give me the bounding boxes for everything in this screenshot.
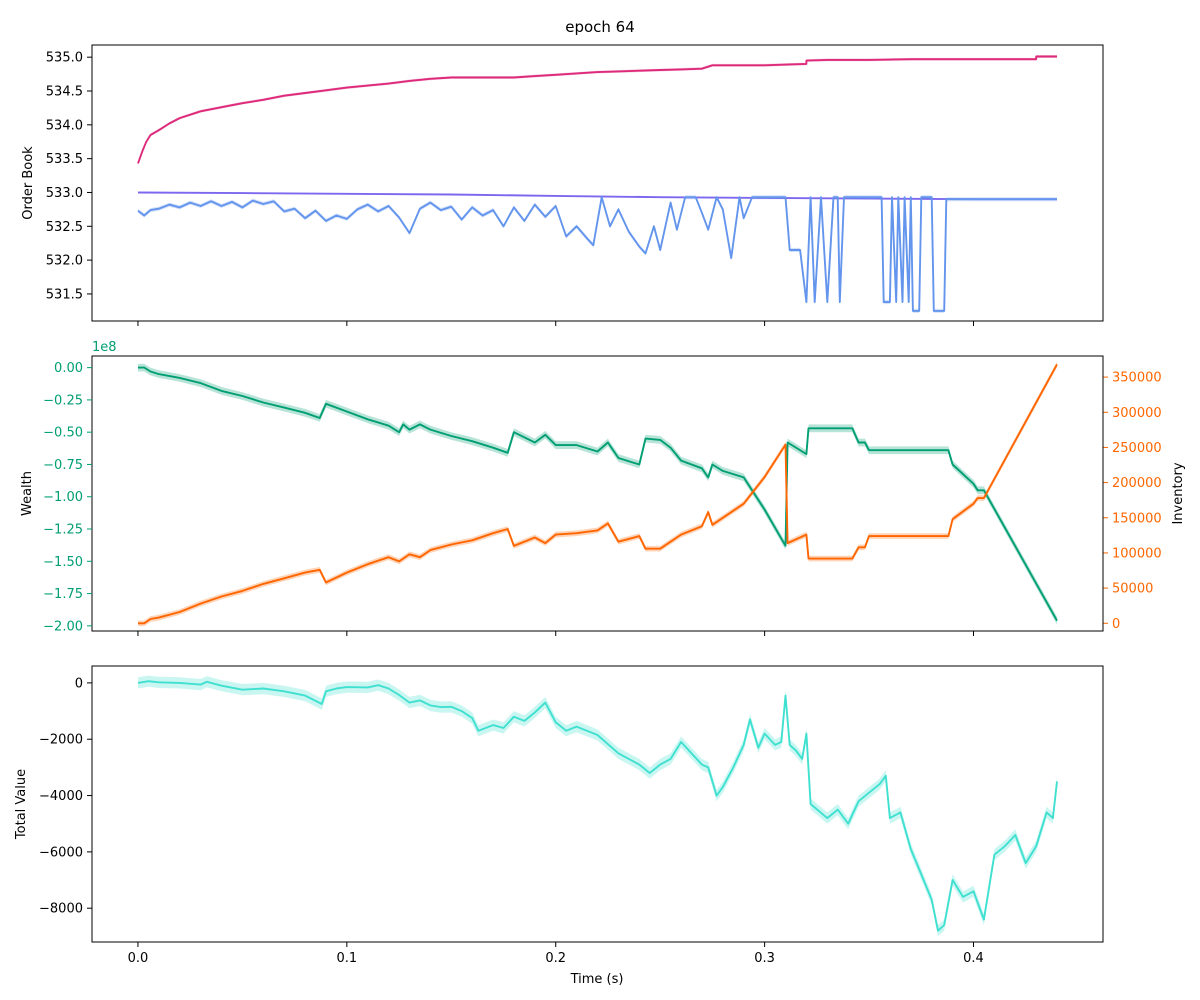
y-tick-label: −1.00 <box>43 490 83 505</box>
y-tick-label: −2000 <box>39 733 83 748</box>
y-tick-label: 533.0 <box>46 186 83 201</box>
y-tick-label: −4000 <box>39 789 83 804</box>
y2-tick-label: 0 <box>1112 617 1120 632</box>
y-tick-label: −1.75 <box>43 587 83 602</box>
confidence-band-wealth <box>138 363 1057 625</box>
y-axis-label-order-book: Order Book <box>21 146 36 220</box>
x-tick-label: 0.2 <box>545 951 566 966</box>
series-line-inventory <box>138 363 1058 625</box>
y-tick-label: 534.0 <box>46 118 83 133</box>
x-tick-label: 0.1 <box>336 951 357 966</box>
confidence-band-inventory <box>138 361 1057 627</box>
y-tick-label: 533.5 <box>46 152 83 167</box>
y2-tick-label: 350000 <box>1112 371 1162 386</box>
confidence-band-total_value <box>138 675 1057 937</box>
x-tick-label: 0.4 <box>963 951 984 966</box>
y-tick-label: −0.75 <box>43 458 83 473</box>
y-tick-label: −8000 <box>39 902 83 917</box>
y-tick-label: −1.25 <box>43 523 83 538</box>
y-tick-label: 0 <box>75 676 83 691</box>
x-tick-label: 0.3 <box>754 951 775 966</box>
series-line-ask <box>137 55 1057 164</box>
axes-frame <box>91 44 1104 322</box>
y-axis-label-total-value: Total Value <box>14 769 29 840</box>
axes-frame <box>91 665 1104 943</box>
plot-area <box>138 361 1058 627</box>
chart-title: epoch 64 <box>565 18 635 36</box>
y-axis-label-inventory: Inventory <box>1171 462 1186 524</box>
plot-area <box>137 55 1057 313</box>
wealth-offset-label: 1e8 <box>92 340 117 355</box>
y-tick-label: −0.25 <box>43 393 83 408</box>
y2-tick-label: 200000 <box>1112 476 1162 491</box>
series-line-wealth <box>138 366 1058 622</box>
wealth-inventory-panel: 0 50000 100000 150000 200000 250000 300000 3500… <box>43 355 1162 636</box>
x-axis-label: Time (s) <box>570 972 624 987</box>
y-tick-label: 0.00 <box>54 361 83 376</box>
y-tick-label: 535.0 <box>46 51 83 66</box>
x-tick-label: 0.0 <box>128 951 149 966</box>
series-line-mid <box>137 191 1057 201</box>
y-tick-label: 532.0 <box>46 254 83 269</box>
plot-area <box>137 675 1058 937</box>
y2-tick-label: 250000 <box>1112 441 1162 456</box>
y2-tick-label: 100000 <box>1112 546 1162 561</box>
y-tick-label: −0.50 <box>43 426 83 441</box>
y2-tick-label: 300000 <box>1112 406 1162 421</box>
y-tick-label: 534.5 <box>46 85 83 100</box>
y-tick-label: 531.5 <box>46 287 83 302</box>
y2-tick-label: 150000 <box>1112 511 1162 526</box>
y-tick-label: −1.50 <box>43 555 83 570</box>
y-tick-label: −6000 <box>39 845 83 860</box>
order-book-panel: 531.5 532.0 532.5 533.0 533.5 534.0 534.5 535.0 <box>46 44 1104 326</box>
y-tick-label: 532.5 <box>46 220 83 235</box>
total-value-panel: 0 −2000 −4000 −6000 −8000 0.0 0.1 0.2 0.3 0.4 <box>39 665 1104 966</box>
series-line-total_value <box>137 680 1058 932</box>
y2-tick-label: 50000 <box>1112 582 1153 597</box>
axes-frame <box>91 355 1104 632</box>
series-line-bid <box>137 196 1057 312</box>
y-axis-label-wealth: Wealth <box>20 471 35 516</box>
y-tick-label: −2.00 <box>43 619 83 634</box>
